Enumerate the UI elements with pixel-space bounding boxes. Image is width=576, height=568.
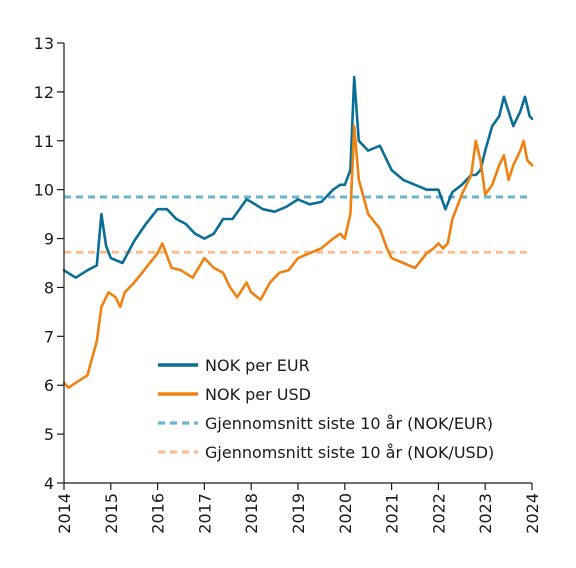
x-tick-label: 2022 [429,493,448,534]
y-ticks: 4 5 6 7 8 9 10 11 12 13 [34,34,64,493]
y-tick-label: 5 [44,425,54,444]
mean-lines [64,197,532,252]
series-lines [64,77,532,388]
y-tick-label: 12 [34,83,54,102]
y-tick-label: 11 [34,132,54,151]
y-tick-label: 10 [34,181,54,200]
legend-label-3: Gjennomsnitt siste 10 år (NOK/USD) [205,443,494,462]
legend-label-1: NOK per USD [205,385,311,404]
x-tick-label: 2020 [336,493,355,534]
legend-label-0: NOK per EUR [205,356,310,375]
x-tick-label: 2023 [476,493,495,534]
x-tick-label: 2016 [149,493,168,534]
x-ticks: 2014 2015 2016 2017 2018 2019 2020 2021 2022 2023… [55,483,542,534]
y-tick-label: 13 [34,34,54,53]
y-tick-label: 7 [44,327,54,346]
y-tick-label: 8 [44,278,54,297]
series-line-0 [64,77,532,278]
y-tick-label: 9 [44,230,54,249]
series-line-1 [64,126,532,388]
x-tick-label: 2021 [383,493,402,534]
y-tick-label: 4 [44,474,54,493]
x-tick-label: 2019 [289,493,308,534]
x-tick-label: 2018 [242,493,261,534]
x-tick-label: 2024 [523,493,542,534]
legend: NOK per EUR NOK per USD Gjennomsnitt siste… [158,356,494,462]
x-tick-label: 2014 [55,493,74,534]
x-tick-label: 2015 [102,493,121,534]
x-tick-label: 2017 [195,493,214,534]
y-tick-label: 6 [44,376,54,395]
legend-label-2: Gjennomsnitt siste 10 år (NOK/EUR) [205,414,493,433]
